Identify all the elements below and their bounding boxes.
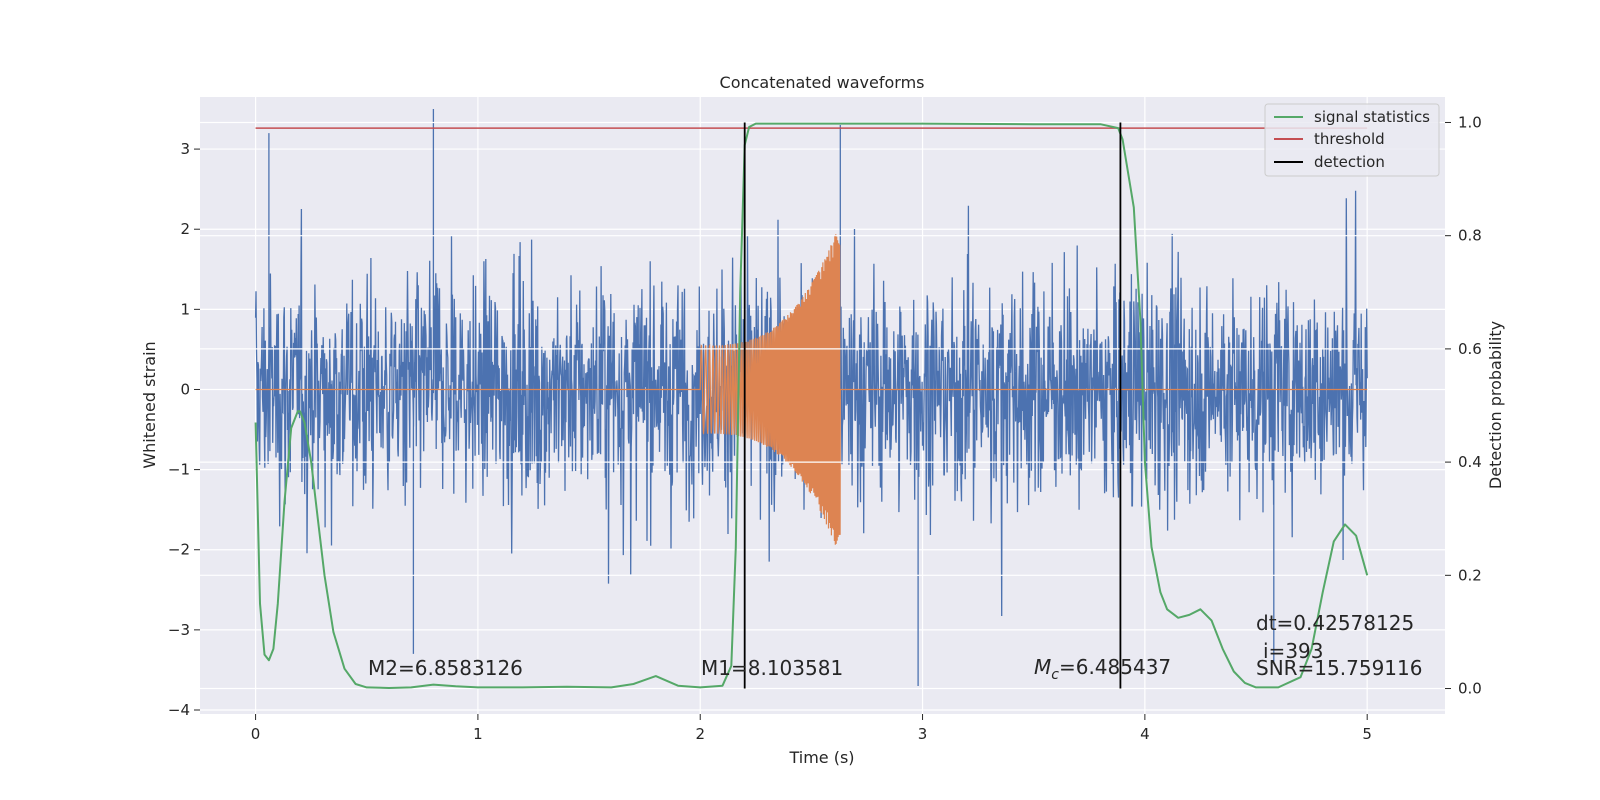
legend-label-signal-statistics: signal statistics — [1314, 108, 1430, 126]
annotation-mc-subscript: c — [1051, 667, 1059, 683]
x-tick-label: 0 — [251, 725, 261, 743]
y-tick-label: 2 — [180, 220, 190, 238]
annotation-i: i=393 — [1263, 639, 1324, 663]
chart-title: Concatenated waveforms — [720, 73, 925, 92]
y-axis-label: Whitened strain — [140, 341, 159, 468]
annotation-mc-symbol: M — [1034, 655, 1051, 679]
annotation-snr: SNR=15.759116 — [1256, 656, 1422, 680]
annotation-m2: M2=6.8583126 — [368, 656, 523, 680]
y-tick-label: −4 — [168, 701, 190, 719]
legend-label-threshold: threshold — [1314, 130, 1385, 148]
annotation-mc-value: =6.485437 — [1059, 655, 1171, 679]
y-right-tick-label: 0.0 — [1458, 680, 1482, 698]
x-tick-label: 2 — [695, 725, 705, 743]
x-tick-label: 4 — [1140, 725, 1150, 743]
grid-right — [200, 121, 1445, 690]
x-tick-label: 3 — [918, 725, 928, 743]
annotation-mc: Mc=6.485437 — [1034, 655, 1171, 683]
y-tick-label: 0 — [180, 380, 190, 398]
legend-box — [1264, 103, 1440, 177]
annotation-m1: M1=8.103581 — [701, 656, 843, 680]
y-right-tick-label: 0.8 — [1458, 227, 1482, 245]
y-axis-label-right: Detection probability — [1486, 321, 1505, 489]
x-tick-label: 5 — [1362, 725, 1372, 743]
y-right-tick-label: 1.0 — [1458, 113, 1482, 131]
x-tick-label: 1 — [473, 725, 483, 743]
y-right-tick-label: 0.6 — [1458, 340, 1482, 358]
y-tick-label: 3 — [180, 140, 190, 158]
series-injected-waveform-line — [255, 234, 1368, 545]
y-tick-label: 1 — [180, 300, 190, 318]
x-axis-label: Time (s) — [788, 748, 854, 767]
legend: signal statistics threshold detection — [1264, 103, 1440, 177]
y-right-tick-label: 0.4 — [1458, 453, 1482, 471]
y-tick-label: −1 — [168, 461, 190, 479]
series-signal-statistics-line — [254, 122, 1369, 689]
legend-label-detection: detection — [1314, 153, 1385, 171]
curve-layer — [254, 122, 1369, 689]
y-right-tick-label: 0.2 — [1458, 566, 1482, 584]
ticks: 0 1 2 3 4 5 −4 −3 −2 −1 0 1 2 3 0.0 0.2 0.4 0.6 0.8 1.0 — [168, 113, 1482, 743]
y-tick-label: −3 — [168, 621, 190, 639]
y-tick-label: −2 — [168, 541, 190, 559]
annotation-dt: dt=0.42578125 — [1256, 611, 1414, 635]
series-layer — [254, 109, 1368, 686]
